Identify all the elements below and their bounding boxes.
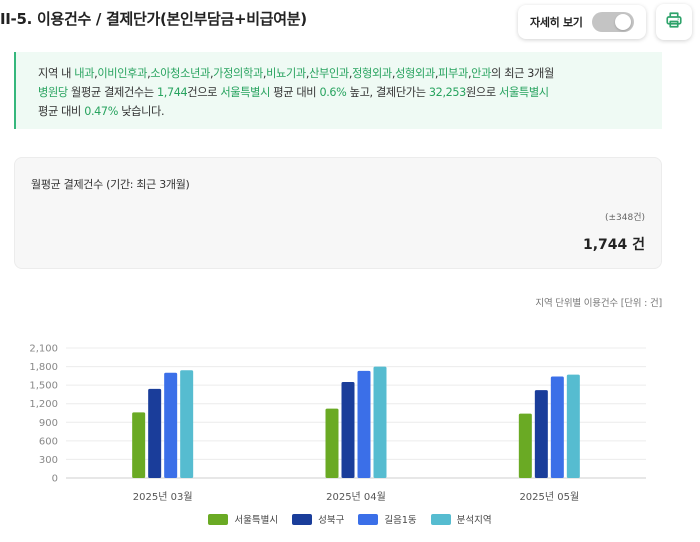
y-tick-label: 1,200 bbox=[29, 399, 58, 410]
legend-item[interactable]: 성북구 bbox=[292, 512, 344, 526]
bar-chart: 0 300 600 900 1,200 1,500 1,800 2,100 2025년 03월 2… bbox=[29, 344, 646, 503]
legend-label: 서울특별시 bbox=[234, 515, 279, 526]
summary-text: 원으로 bbox=[465, 86, 499, 99]
header: II-5. 이용건수 / 결제단가(본인부담금+비급여분) 자세히 보기 bbox=[0, 0, 700, 40]
bar[interactable] bbox=[164, 372, 178, 478]
detail-toggle[interactable]: 자세히 보기 bbox=[518, 5, 646, 39]
highlight-text: 32,253 bbox=[428, 86, 466, 99]
highlight-text: 서울특별시 bbox=[499, 86, 549, 99]
x-tick-label: 2025년 03월 bbox=[133, 491, 193, 503]
y-tick-label: 300 bbox=[39, 455, 58, 466]
summary-box: 지역 내 내과,이비인후과,소아청소년과,가정의학과,비뇨기과,산부인과,정형외… bbox=[14, 52, 662, 129]
highlight-text: 1,744 bbox=[157, 86, 188, 99]
toggle-switch[interactable] bbox=[592, 12, 634, 32]
summary-text: 높고, 결제단가는 bbox=[346, 86, 429, 99]
x-tick-label: 2025년 04월 bbox=[326, 491, 386, 503]
highlight-text: 내과 bbox=[74, 67, 95, 80]
toggle-knob bbox=[615, 14, 631, 30]
legend-label: 성북구 bbox=[318, 515, 345, 526]
highlight-text: 안과 bbox=[471, 67, 492, 80]
highlight-text: 이비인후과 bbox=[97, 67, 148, 80]
bar[interactable] bbox=[357, 370, 371, 478]
summary-text: 건으로 bbox=[187, 86, 221, 99]
x-tick-label: 2025년 05월 bbox=[519, 491, 579, 503]
bar[interactable] bbox=[373, 366, 387, 478]
bar[interactable] bbox=[132, 412, 146, 478]
summary-text: , bbox=[434, 67, 439, 80]
legend-label: 길음1동 bbox=[384, 515, 417, 526]
chart-unit-note: 지역 단위별 이용건수 [단위 : 건] bbox=[535, 298, 662, 309]
highlight-text: 서울특별시 bbox=[220, 86, 271, 99]
metric-value: 1,744 건 bbox=[582, 237, 645, 253]
summary-line-3: 평균 대비 0.47% 낮습니다. bbox=[38, 102, 644, 121]
highlight-text: 소아청소년과 bbox=[150, 67, 210, 80]
highlight-text: 산부인과 bbox=[309, 67, 349, 80]
bar[interactable] bbox=[534, 390, 548, 478]
highlight-text: 정형외과 bbox=[352, 67, 392, 80]
summary-text: 평균 대비 bbox=[270, 86, 320, 99]
highlight-text: 0.47% bbox=[84, 105, 118, 118]
bar[interactable] bbox=[518, 413, 532, 478]
highlight-text: 가정의학과 bbox=[213, 67, 263, 80]
highlight-text: 비뇨기과 bbox=[266, 67, 306, 80]
legend-swatch bbox=[358, 513, 379, 525]
summary-text: 지역 내 bbox=[38, 67, 75, 80]
metric-card: 월평균 결제건수 (기간: 최근 3개월) (±348건) 1,744 건 bbox=[14, 157, 662, 269]
legend-item[interactable]: 길음1동 bbox=[358, 512, 417, 526]
bar[interactable] bbox=[566, 374, 580, 478]
highlight-text: 성형외과 bbox=[395, 67, 435, 80]
highlight-text: 병원당 bbox=[38, 86, 68, 99]
print-button[interactable] bbox=[656, 4, 692, 40]
chart-legend: 서울특별시 성북구 길음1동 분석지역 bbox=[0, 512, 700, 526]
printer-icon bbox=[665, 11, 683, 33]
bar[interactable] bbox=[550, 376, 564, 478]
bar[interactable] bbox=[325, 408, 339, 478]
bar[interactable] bbox=[148, 388, 162, 478]
summary-text: 월평균 결제건수는 bbox=[67, 86, 157, 99]
bar[interactable] bbox=[341, 382, 355, 478]
legend-swatch bbox=[430, 513, 451, 525]
y-tick-label: 900 bbox=[39, 418, 58, 429]
summary-text: 낮습니다. bbox=[117, 105, 165, 118]
bar[interactable] bbox=[180, 370, 194, 478]
summary-text: , bbox=[262, 67, 267, 80]
summary-text: , bbox=[348, 67, 353, 80]
legend-item[interactable]: 분석지역 bbox=[430, 512, 492, 526]
summary-line-1: 지역 내 내과,이비인후과,소아청소년과,가정의학과,비뇨기과,산부인과,정형외… bbox=[38, 64, 644, 83]
summary-text: , bbox=[94, 67, 98, 80]
highlight-text: 피부과 bbox=[438, 67, 468, 80]
summary-text: , bbox=[209, 67, 214, 80]
y-tick-label: 600 bbox=[39, 436, 58, 447]
legend-swatch bbox=[292, 513, 313, 525]
summary-text: , bbox=[305, 67, 310, 80]
metric-title: 월평균 결제건수 (기간: 최근 3개월) bbox=[31, 178, 190, 191]
y-tick-label: 1,500 bbox=[29, 381, 58, 392]
y-tick-label: 1,800 bbox=[29, 362, 58, 373]
summary-text: , bbox=[147, 67, 151, 80]
y-tick-label: 0 bbox=[52, 474, 58, 485]
summary-text: , bbox=[467, 67, 472, 80]
legend-swatch bbox=[208, 513, 229, 525]
y-tick-label: 2,100 bbox=[29, 344, 58, 355]
summary-line-2: 병원당 월평균 결제건수는 1,744건으로 서울특별시 평균 대비 0.6% … bbox=[38, 83, 644, 102]
legend-label: 분석지역 bbox=[456, 515, 492, 526]
summary-text: 의 최근 3개월 bbox=[491, 67, 554, 80]
summary-text: , bbox=[391, 67, 396, 80]
legend-item[interactable]: 서울특별시 bbox=[208, 512, 278, 526]
highlight-text: 0.6% bbox=[319, 86, 347, 99]
summary-text: 평균 대비 bbox=[38, 105, 85, 118]
detail-toggle-label: 자세히 보기 bbox=[530, 16, 583, 29]
page-title: II-5. 이용건수 / 결제단가(본인부담금+비급여분) bbox=[0, 10, 307, 28]
metric-diff: (±348건) bbox=[604, 213, 645, 223]
